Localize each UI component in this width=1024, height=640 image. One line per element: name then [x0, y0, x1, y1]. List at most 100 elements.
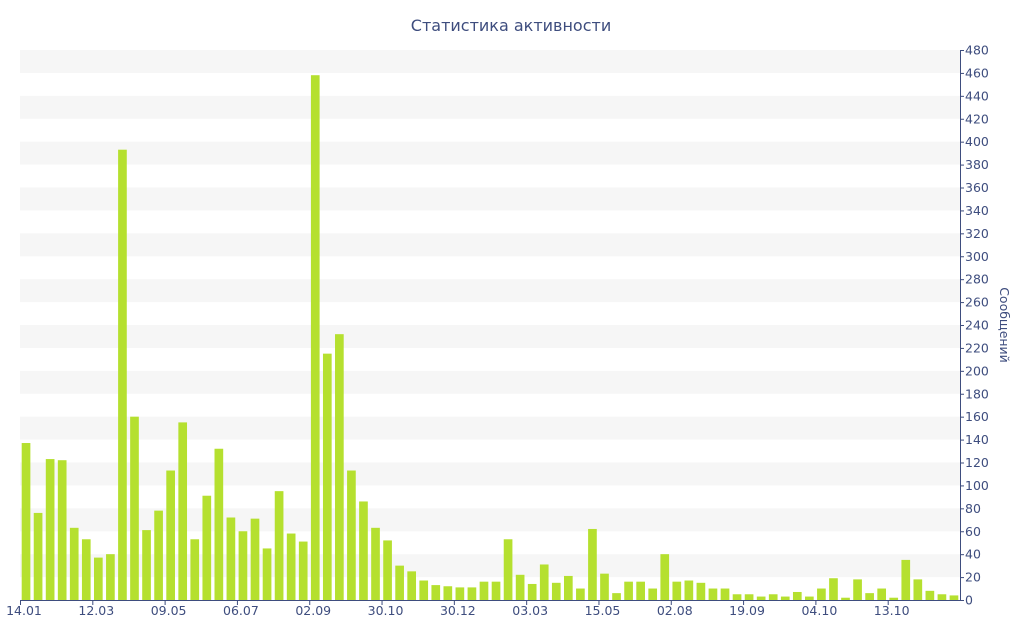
bar [551, 582, 561, 600]
bar [744, 594, 754, 600]
bar [660, 554, 670, 600]
bar [407, 571, 417, 600]
y-tick-label: 280 [965, 272, 989, 287]
bar [612, 593, 621, 601]
grid-band [20, 325, 960, 348]
bar [274, 491, 284, 600]
bar [624, 581, 633, 600]
bar [527, 583, 537, 600]
y-tick-label: 440 [965, 88, 989, 103]
bar [142, 530, 151, 600]
y-tick-label: 0 [965, 593, 973, 608]
bar [431, 585, 441, 600]
x-ticks: 14.01 12.03 09.05 06.07 02.09 30.10 30.12 03.03… [6, 600, 910, 618]
grid-band [20, 416, 960, 440]
y-tick-label: 120 [965, 455, 989, 470]
bar [443, 586, 453, 600]
grid-band [20, 233, 960, 257]
bar [347, 470, 356, 600]
y-tick-label: 180 [965, 386, 989, 401]
x-tick-label: 06.07 [223, 603, 259, 618]
bar [648, 588, 658, 600]
bar [335, 334, 344, 600]
bar [949, 595, 959, 600]
grid-band [20, 279, 960, 303]
grid-band [20, 141, 960, 165]
y-tick-label: 380 [965, 157, 989, 172]
x-tick-label: 04.10 [801, 603, 837, 618]
bar [371, 527, 380, 600]
bar [178, 422, 188, 600]
bar [154, 510, 163, 601]
bar [479, 581, 489, 600]
bar [588, 528, 597, 600]
bar [539, 564, 549, 600]
x-tick-label: 30.12 [440, 603, 476, 618]
bar [805, 596, 814, 600]
bar [600, 573, 609, 600]
bar [33, 512, 43, 600]
grid-band [20, 50, 960, 73]
bar [214, 448, 224, 600]
bar [913, 579, 923, 601]
bar [166, 470, 175, 600]
bar [93, 557, 103, 600]
bar [877, 588, 887, 600]
y-tick-label: 80 [965, 501, 981, 516]
bar [69, 527, 79, 600]
y-tick-label: 360 [965, 180, 989, 195]
bar [684, 580, 694, 600]
bar [45, 459, 55, 600]
bar [865, 593, 874, 601]
y-tick-label: 20 [965, 570, 981, 585]
bar [780, 596, 790, 600]
bar [250, 518, 260, 600]
bar [322, 353, 332, 600]
y-tick-label: 260 [965, 295, 989, 310]
y-tick-label: 240 [965, 318, 989, 333]
bar [768, 594, 778, 600]
bar [262, 548, 272, 600]
bar [310, 75, 320, 600]
bar [792, 591, 802, 600]
bar [708, 588, 718, 600]
bar [841, 597, 850, 600]
bar [901, 559, 911, 600]
x-tick-label: 09.05 [151, 603, 187, 618]
bar [696, 582, 706, 600]
grid-band [20, 462, 960, 486]
x-tick-label: 02.09 [295, 603, 331, 618]
x-tick-label: 12.03 [78, 603, 114, 618]
bar [21, 443, 31, 600]
y-tick-label: 60 [965, 524, 981, 539]
x-tick-label: 02.08 [657, 603, 693, 618]
grid-band [20, 187, 960, 211]
y-tick-label: 460 [965, 65, 989, 80]
y-tick-label: 300 [965, 249, 989, 264]
y-tick-label: 100 [965, 478, 989, 493]
bar [756, 596, 766, 600]
bar [190, 539, 200, 600]
grid-bands [20, 50, 960, 578]
bar [732, 594, 742, 600]
y-ticks: 0 20 40 60 80 100 120 140 160 180 200 220 240 260 280 3… [960, 43, 989, 608]
y-tick-label: 400 [965, 134, 989, 149]
bar [925, 590, 935, 600]
bar [636, 581, 645, 600]
bar [563, 575, 573, 600]
bar [359, 501, 368, 600]
bar [298, 541, 308, 600]
bar [226, 517, 236, 600]
bar [889, 597, 899, 600]
y-tick-label: 480 [965, 43, 989, 58]
bar [419, 580, 429, 600]
bar [853, 579, 862, 601]
chart-title: Статистика активности [411, 16, 611, 35]
grid-band [20, 370, 960, 394]
bar [467, 587, 477, 600]
bars [21, 75, 959, 601]
bar [106, 554, 115, 600]
bar [829, 578, 838, 600]
